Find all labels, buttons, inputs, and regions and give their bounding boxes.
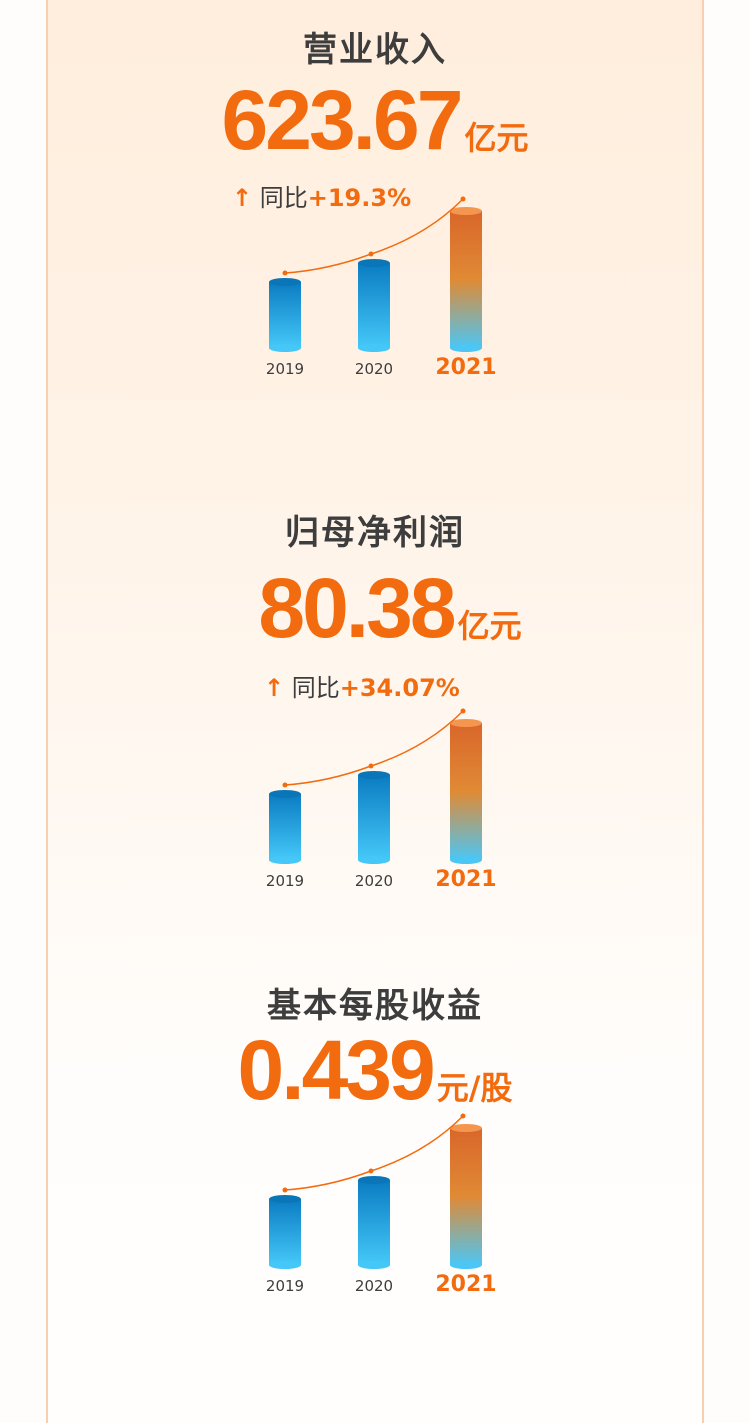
bar-2021 <box>450 723 482 860</box>
value-number: 0.439 <box>237 1023 436 1117</box>
year-label: 2019 <box>266 1277 304 1295</box>
bar-2020 <box>358 775 390 860</box>
section-title: 营业收入 <box>303 30 447 70</box>
bar-2020 <box>358 1180 390 1265</box>
bar-base-2020 <box>358 344 390 352</box>
bar-cap-2021 <box>450 719 482 727</box>
bar-cap-2019 <box>269 790 301 798</box>
bar-cap-2019 <box>269 1195 301 1203</box>
bar-cap-2020 <box>358 259 390 267</box>
year-label: 2021 <box>435 1272 496 1297</box>
bar-2021 <box>450 1128 482 1265</box>
bar-2019 <box>269 1199 301 1265</box>
arrow-up-icon: ↑ <box>264 674 285 702</box>
value-number: 80.38 <box>258 561 456 655</box>
bar-2021 <box>450 211 482 348</box>
trend-point <box>368 763 374 769</box>
bar-chart: 2019 2020 2021 <box>266 1113 497 1297</box>
year-label: 2019 <box>266 360 304 378</box>
yoy-change: ↑ 同比+19.3% <box>232 178 411 213</box>
bar-chart: 2019 2020 2021 <box>266 196 497 380</box>
trend-point <box>368 251 374 257</box>
bar-base-2020 <box>358 856 390 864</box>
yoy-value: +34.07% <box>339 674 460 702</box>
bar-2020 <box>358 263 390 348</box>
bar-base-2020 <box>358 1261 390 1269</box>
year-label: 2020 <box>355 872 393 890</box>
bar-base-2019 <box>269 344 301 352</box>
yoy-value: +19.3% <box>307 184 412 212</box>
year-label: 2021 <box>435 867 496 892</box>
year-label: 2021 <box>435 355 496 380</box>
trend-point <box>282 782 288 788</box>
bar-2019 <box>269 794 301 860</box>
value-number: 623.67 <box>221 73 464 167</box>
trend-point <box>282 1187 288 1193</box>
bar-2019 <box>269 282 301 348</box>
bar-base-2021 <box>450 344 482 352</box>
bar-cap-2019 <box>269 278 301 286</box>
year-label: 2020 <box>355 360 393 378</box>
value-unit: 亿元 <box>457 607 522 645</box>
bar-base-2019 <box>269 856 301 864</box>
bar-cap-2020 <box>358 771 390 779</box>
value-unit: 元/股 <box>436 1069 513 1107</box>
yoy-label: 同比 <box>259 184 308 212</box>
section-title: 归母净利润 <box>285 513 465 553</box>
trend-point <box>368 1168 374 1174</box>
trend-point <box>282 270 288 276</box>
bar-chart: 2019 2020 2021 <box>266 708 497 892</box>
trend-point <box>460 708 466 714</box>
bar-cap-2020 <box>358 1176 390 1184</box>
bar-base-2021 <box>450 856 482 864</box>
yoy-change: ↑ 同比+34.07% <box>264 668 460 703</box>
year-label: 2020 <box>355 1277 393 1295</box>
arrow-up-icon: ↑ <box>232 184 253 212</box>
trend-point <box>460 1113 466 1119</box>
bar-base-2021 <box>450 1261 482 1269</box>
headline-value: 80.38 亿元 <box>0 560 750 657</box>
bar-base-2019 <box>269 1261 301 1269</box>
headline-value: 0.439 元/股 <box>0 1022 750 1119</box>
value-unit: 亿元 <box>464 119 529 157</box>
bar-cap-2021 <box>450 207 482 215</box>
yoy-label: 同比 <box>291 674 340 702</box>
section-title: 基本每股收益 <box>267 986 483 1026</box>
year-label: 2019 <box>266 872 304 890</box>
headline-value: 623.67 亿元 <box>0 72 750 169</box>
bar-cap-2021 <box>450 1124 482 1132</box>
trend-point <box>460 196 466 202</box>
